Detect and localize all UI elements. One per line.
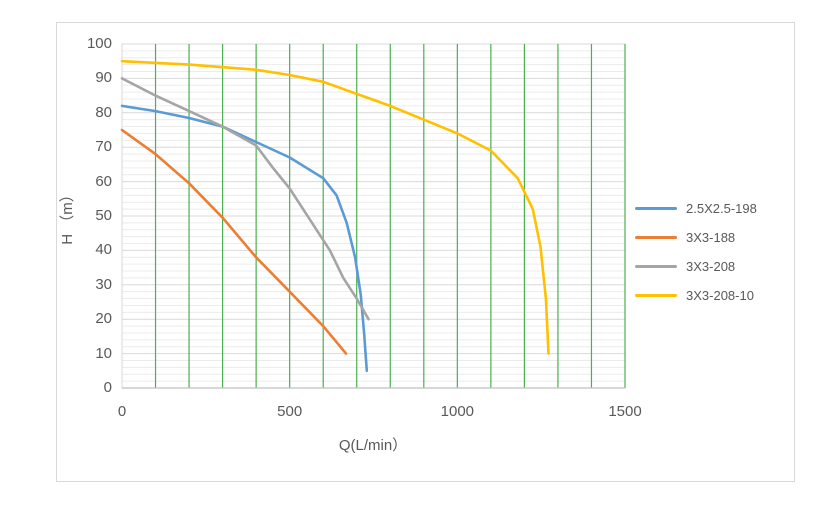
legend-item: 3X3-208 — [635, 252, 757, 281]
legend-label: 3X3-208 — [686, 259, 736, 274]
y-tick-label: 80 — [95, 103, 112, 121]
legend-swatch — [635, 294, 677, 297]
x-tick-label: 500 — [277, 403, 303, 420]
y-tick-label: 70 — [95, 138, 112, 156]
legend-label: 3X3-188 — [686, 230, 736, 245]
legend-item: 2.5X2.5-198 — [635, 194, 757, 223]
y-tick-label: 60 — [95, 172, 112, 190]
legend-label: 2.5X2.5-198 — [686, 201, 757, 216]
y-tick-label: 0 — [103, 379, 112, 396]
y-tick-label: 90 — [95, 69, 112, 87]
y-tick-label: 50 — [95, 207, 112, 224]
curve-2.5X2.5-198 — [120, 104, 369, 373]
y-tick-label: 100 — [86, 35, 112, 52]
y-tick-label: 40 — [95, 241, 112, 259]
legend-item: 3X3-188 — [635, 223, 757, 252]
x-axis-title: Q(L/min） — [338, 437, 408, 454]
legend-swatch — [635, 236, 677, 239]
curve-3X3-208-10 — [120, 59, 550, 355]
legend-swatch — [635, 265, 677, 268]
x-tick-label: 1000 — [440, 403, 475, 420]
y-tick-label: 10 — [95, 344, 112, 362]
y-tick-label: 20 — [95, 310, 112, 328]
curve-3X3-188 — [120, 128, 348, 355]
legend-item: 3X3-208-10 — [635, 281, 757, 310]
y-tick-label: 30 — [95, 275, 112, 293]
chart-legend: 2.5X2.5-198 3X3-188 3X3-208 3X3-208-10 — [635, 194, 757, 310]
x-tick-label: 1500 — [608, 403, 642, 420]
legend-label: 3X3-208-10 — [686, 288, 754, 303]
curve-3X3-208 — [120, 77, 370, 321]
x-tick-label: 0 — [117, 403, 127, 420]
legend-swatch — [635, 207, 677, 210]
